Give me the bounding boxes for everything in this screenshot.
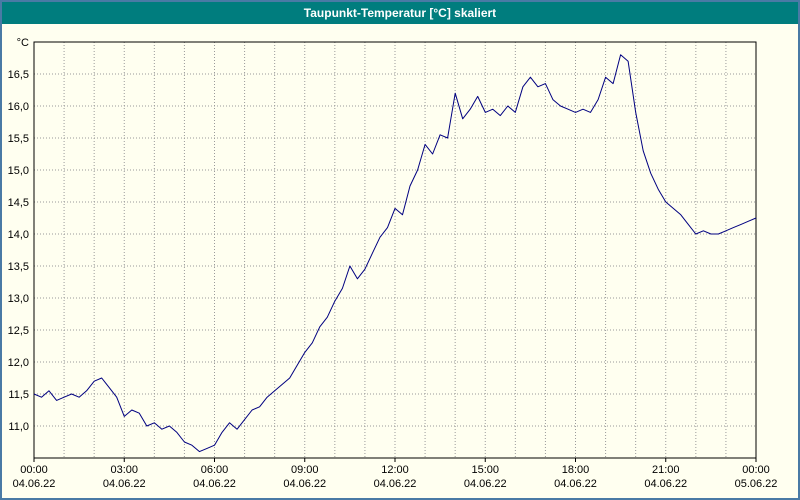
y-tick-label: 11,5 — [8, 389, 29, 401]
x-tick-date-label: 05.06.22 — [735, 478, 778, 490]
y-tick-label: 14,0 — [8, 229, 29, 241]
window-title-bar: Taupunkt-Temperatur [°C] skaliert — [2, 2, 798, 24]
y-axis-unit-label: °C — [17, 37, 29, 49]
x-tick-time-label: 15:00 — [471, 464, 499, 476]
x-tick-time-label: 03:00 — [110, 464, 138, 476]
y-tick-label: 11,0 — [8, 421, 29, 433]
x-tick-time-label: 12:00 — [381, 464, 409, 476]
x-tick-date-label: 04.06.22 — [644, 478, 687, 490]
y-tick-label: 15,0 — [8, 165, 29, 177]
x-tick-date-label: 04.06.22 — [103, 478, 146, 490]
x-tick-time-label: 09:00 — [291, 464, 319, 476]
x-tick-date-label: 04.06.22 — [283, 478, 326, 490]
y-tick-label: 15,5 — [8, 133, 29, 145]
y-tick-label: 16,0 — [8, 101, 29, 113]
y-tick-label: 12,0 — [8, 357, 29, 369]
x-tick-time-label: 00:00 — [742, 464, 770, 476]
x-tick-time-label: 18:00 — [562, 464, 590, 476]
x-tick-date-label: 04.06.22 — [464, 478, 507, 490]
y-tick-label: 16,5 — [8, 69, 29, 81]
chart-line — [33, 54, 757, 453]
x-tick-date-label: 04.06.22 — [13, 478, 56, 490]
y-tick-label: 13,5 — [8, 261, 29, 273]
x-tick-date-label: 04.06.22 — [374, 478, 417, 490]
y-tick-label: 13,0 — [8, 293, 29, 305]
chart: 11,0 11,5 12,0 12,5 13,0 13,5 14,0 14,5 15,0 15,5… — [2, 24, 798, 498]
x-tick-date-label: 04.06.22 — [193, 478, 236, 490]
x-tick-time-label: 06:00 — [201, 464, 229, 476]
chart-canvas: 11,0 11,5 12,0 12,5 13,0 13,5 14,0 14,5 15,0 15,5… — [8, 37, 778, 490]
y-tick-label: 14,5 — [8, 197, 29, 209]
y-tick-label: 12,5 — [8, 325, 29, 337]
x-tick-date-label: 04.06.22 — [554, 478, 597, 490]
x-tick-time-label: 00:00 — [20, 464, 48, 476]
x-tick-time-label: 21:00 — [652, 464, 680, 476]
window-title: Taupunkt-Temperatur [°C] skaliert — [303, 6, 497, 20]
